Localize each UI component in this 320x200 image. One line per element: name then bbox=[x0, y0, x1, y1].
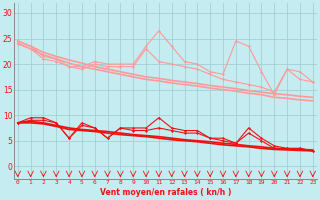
X-axis label: Vent moyen/en rafales ( kn/h ): Vent moyen/en rafales ( kn/h ) bbox=[100, 188, 231, 197]
